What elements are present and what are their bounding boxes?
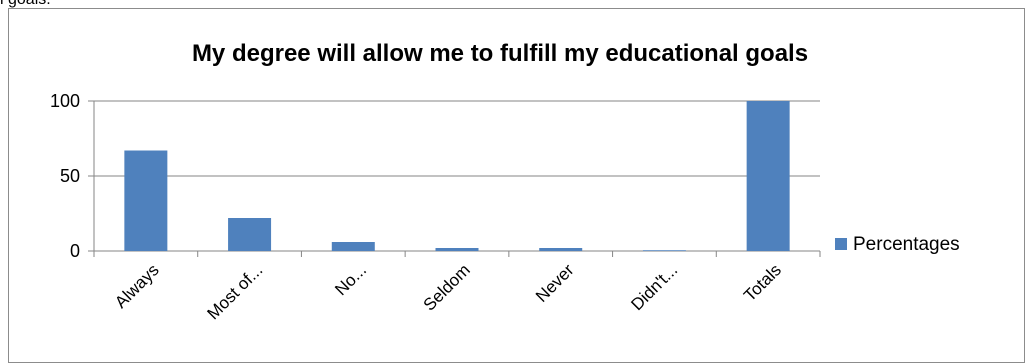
axes <box>93 101 821 257</box>
bar <box>435 248 479 251</box>
bar <box>642 250 686 251</box>
bar <box>746 101 790 251</box>
x-tick-label: Most of... <box>204 260 267 323</box>
legend: Percentages <box>835 234 960 255</box>
x-tick-label: Didn't... <box>627 260 681 314</box>
chart-title: My degree will allow me to fulfill my ed… <box>192 40 808 67</box>
y-tick-labels: 0 50 100 <box>50 91 80 261</box>
bars <box>124 101 790 251</box>
y-tick-label: 0 <box>70 241 80 261</box>
bar <box>331 242 375 251</box>
gridlines <box>88 100 820 252</box>
x-tick-label: No... <box>331 260 370 299</box>
x-tick-label: Totals <box>740 260 785 305</box>
legend-label: Percentages <box>853 234 960 255</box>
bar <box>124 150 168 251</box>
bar <box>228 218 272 251</box>
x-tick-labels: Always Most of... No... Seldom Never Didn't..… <box>111 260 785 323</box>
x-tick-label: Always <box>111 260 163 312</box>
x-tick-label: Seldom <box>420 260 474 314</box>
y-tick-label: 50 <box>60 166 80 186</box>
bar <box>539 248 583 251</box>
legend-swatch <box>835 238 847 250</box>
x-tick-label: Never <box>532 260 578 306</box>
page-text-fragment: l goals. <box>0 0 51 9</box>
y-tick-label: 100 <box>50 91 80 111</box>
chart-frame <box>8 8 1025 363</box>
